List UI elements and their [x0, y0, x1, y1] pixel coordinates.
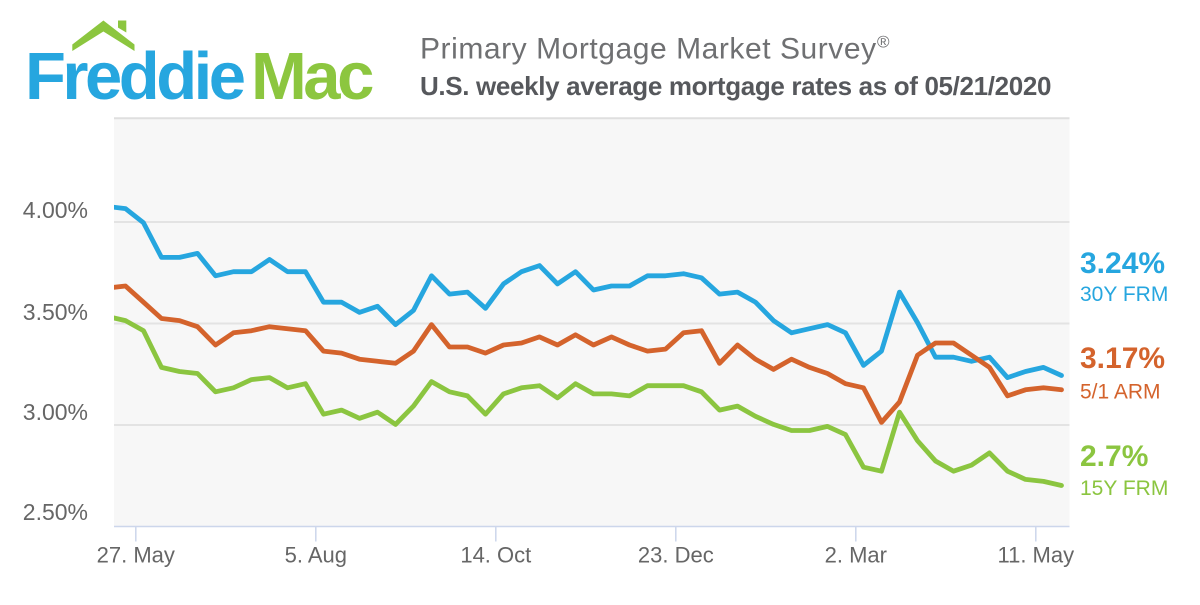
svg-text:30Y FRM: 30Y FRM	[1080, 283, 1168, 306]
svg-text:5. Aug: 5. Aug	[285, 542, 347, 567]
svg-text:3.00%: 3.00%	[23, 399, 88, 425]
svg-text:2. Mar: 2. Mar	[825, 542, 887, 567]
svg-text:U.S. weekly average mortgage r: U.S. weekly average mortgage rates as of…	[420, 71, 1051, 101]
svg-text:3.24%: 3.24%	[1080, 247, 1165, 280]
svg-text:3.50%: 3.50%	[23, 299, 88, 325]
svg-text:5/1 ARM: 5/1 ARM	[1080, 381, 1161, 404]
svg-text:4.00%: 4.00%	[23, 197, 88, 223]
svg-text:14. Oct: 14. Oct	[460, 542, 531, 567]
svg-text:®: ®	[877, 33, 890, 52]
svg-text:11. May: 11. May	[997, 542, 1074, 567]
svg-text:15Y FRM: 15Y FRM	[1080, 477, 1168, 500]
svg-text:27. May: 27. May	[97, 542, 175, 567]
svg-text:2.7%: 2.7%	[1080, 440, 1148, 473]
svg-text:2.50%: 2.50%	[23, 499, 88, 525]
svg-text:Mac: Mac	[251, 39, 373, 114]
svg-text:Primary Mortgage Market Survey: Primary Mortgage Market Survey	[420, 33, 877, 66]
svg-text:Freddie: Freddie	[25, 39, 244, 114]
svg-text:23. Dec: 23. Dec	[638, 542, 714, 567]
svg-text:3.17%: 3.17%	[1080, 342, 1165, 375]
